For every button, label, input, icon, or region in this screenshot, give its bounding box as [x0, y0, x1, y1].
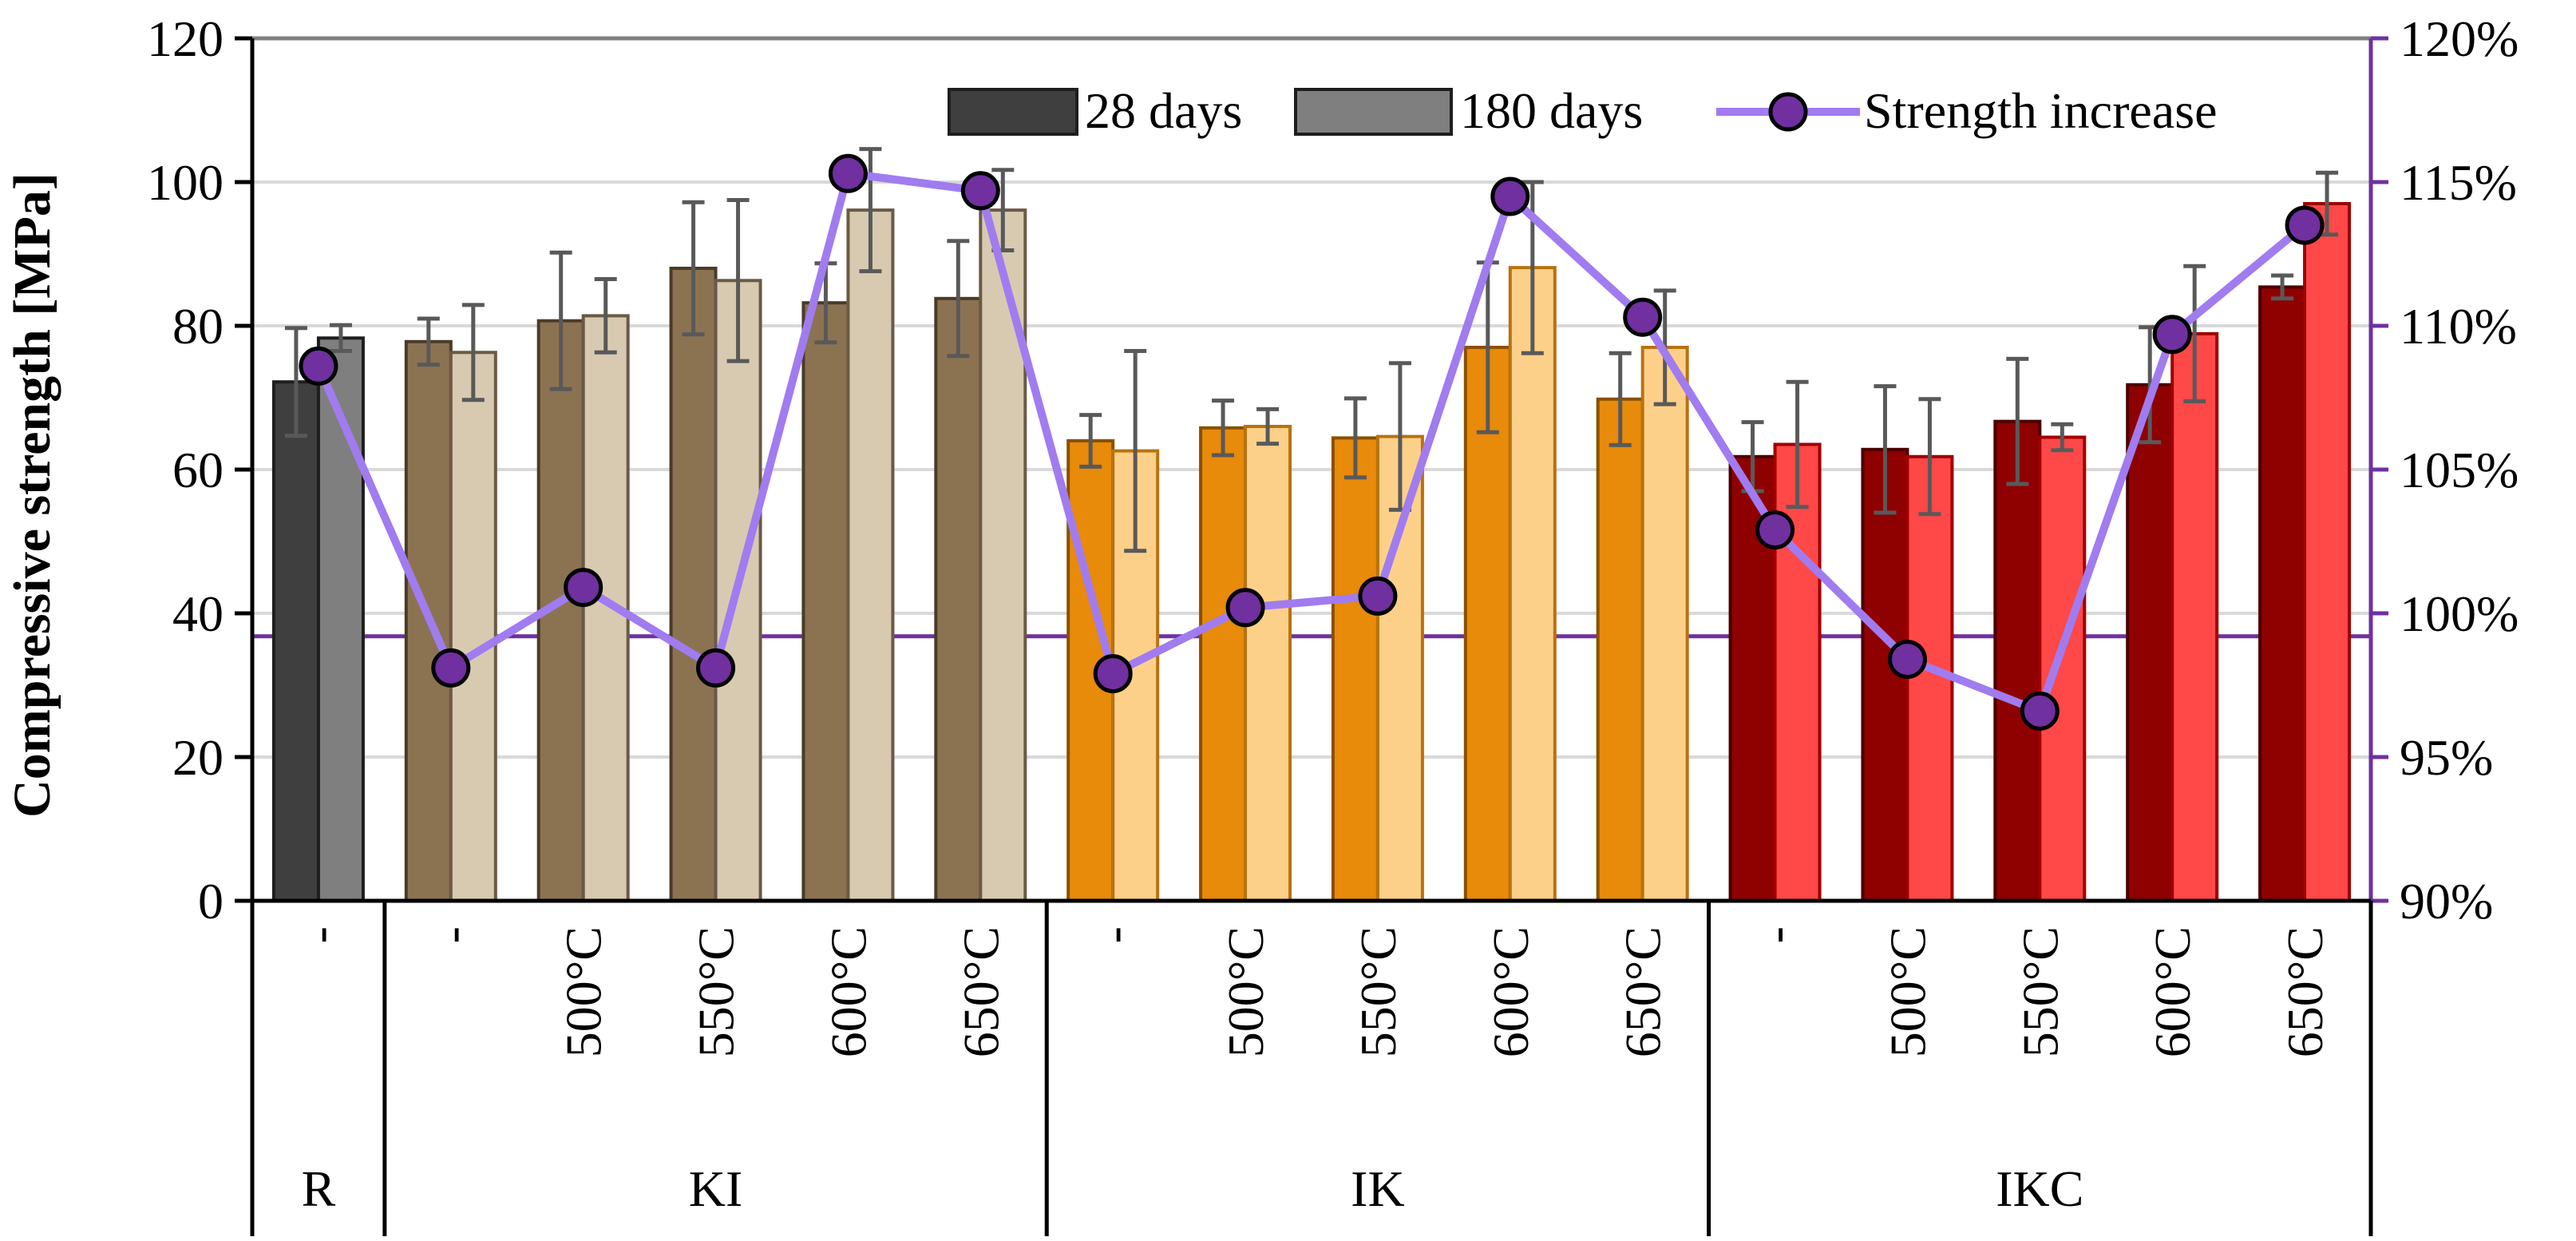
- x-category-label: 500°C: [556, 926, 612, 1057]
- bar-ki-5-d180: [979, 208, 1027, 903]
- bar-r-0-d28: [271, 380, 320, 902]
- x-axis-categories: - - 500°C 550°C 600°C 650°C - 500°C 550°C 600°C 65…: [250, 901, 2373, 1236]
- legend-swatch-28-days: [948, 88, 1078, 136]
- bar-ki-4-d180: [846, 208, 895, 903]
- strength-increase-point: [1093, 654, 1133, 694]
- x-category-label: 650°C: [952, 926, 1009, 1057]
- x-category-label: 550°C: [1350, 926, 1407, 1057]
- legend-label-strength-increase: Strength increase: [1864, 82, 2218, 139]
- x-category-label: 600°C: [1482, 926, 1539, 1057]
- strength-increase-point: [564, 568, 603, 608]
- x-category-label: -: [291, 926, 347, 943]
- x-category-label: -: [1085, 926, 1142, 943]
- bar-ik-9-d180: [1508, 266, 1557, 903]
- strength-increase-point: [696, 648, 736, 688]
- x-category-label: 600°C: [2144, 926, 2201, 1057]
- strength-increase-point: [299, 346, 338, 386]
- x-category-label: -: [423, 926, 480, 943]
- bar-ik-10-d28: [1596, 397, 1644, 902]
- x-category-label: 650°C: [2277, 926, 2333, 1057]
- axes: 0 20 40 60 80 100 120 90% 95% 100% 105% 110% 115% 120…: [147, 10, 2519, 930]
- bar-ikc-14-d180: [2170, 331, 2219, 902]
- strength-increase-point: [1887, 640, 1927, 680]
- y-axis-title: Compressive strength [MPa]: [3, 172, 61, 818]
- y-tick-label: 40: [172, 585, 224, 642]
- x-category-label: 500°C: [1879, 926, 1936, 1057]
- strength-increase-point: [1225, 588, 1265, 628]
- x-group-label: IK: [1351, 1160, 1405, 1217]
- y2-tick-label: 105%: [2400, 442, 2519, 498]
- bars: [271, 202, 2352, 903]
- bar-ki-5-d28: [934, 296, 983, 902]
- x-group-label: IKC: [1996, 1160, 2083, 1217]
- bar-ki-4-d28: [801, 301, 850, 902]
- bar-ikc-15-d28: [2258, 285, 2307, 902]
- x-category-label: 650°C: [1615, 926, 1672, 1057]
- bar-ik-7-d28: [1199, 426, 1248, 902]
- bar-ikc-13-d180: [2038, 435, 2087, 902]
- bar-ki-1-d180: [449, 351, 497, 902]
- x-category-label: -: [1747, 926, 1804, 943]
- y-tick-label: 0: [198, 873, 224, 930]
- bar-ikc-14-d28: [2126, 383, 2174, 902]
- strength-increase-point: [828, 153, 868, 193]
- y-tick-label: 80: [172, 298, 224, 355]
- x-category-label: 550°C: [688, 926, 745, 1057]
- x-category-label: 550°C: [2012, 926, 2068, 1057]
- y-tick-label: 120: [147, 10, 224, 67]
- strength-increase-line: [315, 169, 2308, 716]
- bar-ik-8-d180: [1375, 434, 1424, 902]
- bar-ik-10-d180: [1640, 346, 1689, 902]
- x-group-label: KI: [689, 1160, 743, 1217]
- legend-label-28-days: 28 days: [1085, 82, 1242, 139]
- strength-increase-point: [2285, 205, 2325, 245]
- bar-ik-8-d28: [1331, 436, 1379, 902]
- y2-tick-label: 115%: [2400, 154, 2517, 211]
- strength-increase-series: [299, 153, 2325, 731]
- strength-increase-point: [960, 171, 1000, 211]
- strength-increase-point: [2020, 691, 2060, 731]
- bar-ki-3-d28: [669, 267, 718, 902]
- legend-label-180-days: 180 days: [1460, 82, 1643, 139]
- y2-tick-label: 100%: [2400, 585, 2519, 642]
- y2-tick-label: 90%: [2400, 873, 2493, 930]
- legend-swatch-180-days: [1294, 88, 1453, 136]
- bar-ik-7-d180: [1244, 425, 1292, 902]
- x-group-label: R: [302, 1160, 336, 1217]
- x-category-label: 600°C: [820, 926, 876, 1057]
- strength-increase-point: [1623, 297, 1663, 337]
- bar-ikc-12-d180: [1905, 454, 1954, 902]
- strength-increase-point: [1755, 510, 1795, 550]
- y-tick-label: 20: [172, 729, 224, 786]
- strength-increase-point: [1358, 576, 1398, 616]
- error-bars: [284, 147, 2339, 553]
- y2-tick-label: 95%: [2400, 729, 2493, 786]
- strength-increase-point: [2152, 315, 2192, 355]
- y-tick-label: 100: [147, 154, 224, 211]
- y2-tick-label: 110%: [2400, 298, 2517, 355]
- strength-increase-point: [1490, 176, 1530, 216]
- strength-increase-point: [431, 648, 471, 688]
- bar-ikc-15-d180: [2303, 202, 2352, 902]
- y2-tick-label: 120%: [2400, 10, 2519, 67]
- legend-marker-strength-increase: [1768, 92, 1808, 132]
- x-category-label: 500°C: [1217, 926, 1274, 1057]
- bar-ikc-13-d28: [1993, 419, 2042, 902]
- y-tick-label: 60: [172, 442, 224, 498]
- legend: 28 days 180 days Strength increase: [948, 82, 2218, 139]
